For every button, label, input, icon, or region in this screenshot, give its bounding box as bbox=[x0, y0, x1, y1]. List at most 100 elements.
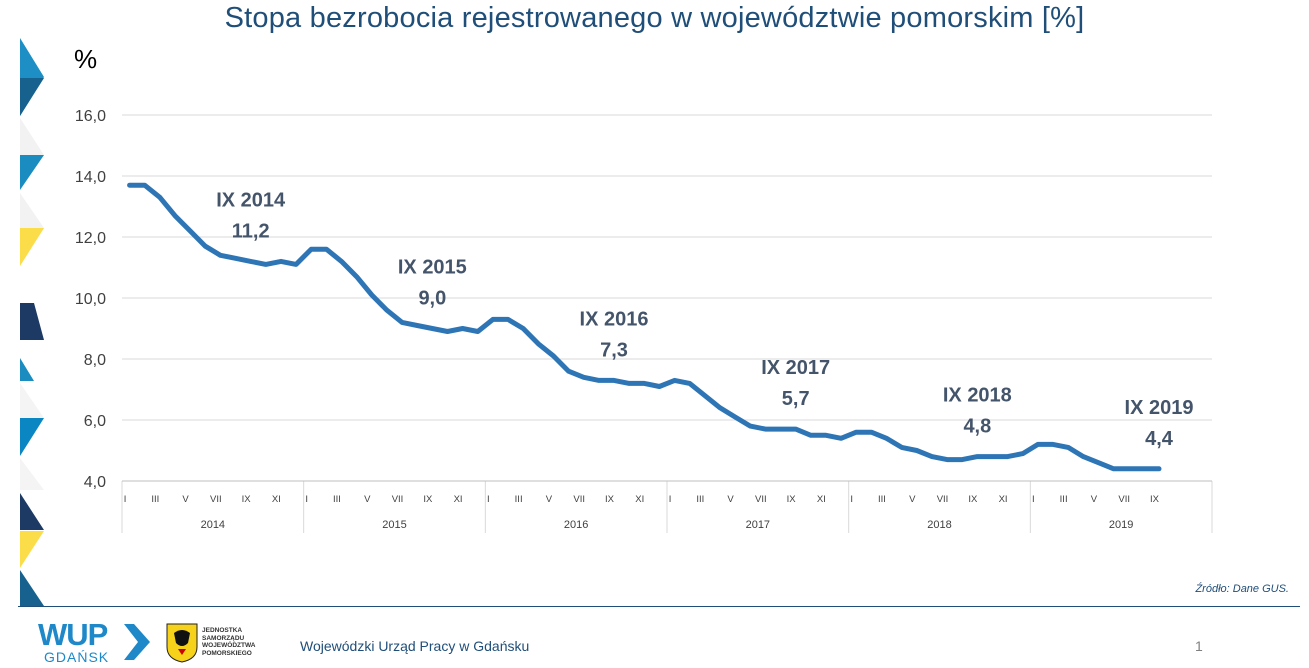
y-tick-label: 16,0 bbox=[75, 108, 106, 125]
pomorskie-crest-icon bbox=[166, 623, 198, 663]
crest-caption-line: JEDNOSTKA bbox=[202, 627, 243, 634]
annotations: IX 2014 11,2 IX 2015 9,0 IX 2016 7,3 IX 2017 5,… bbox=[216, 189, 1193, 449]
year-label: 2017 bbox=[746, 519, 770, 531]
year-label: 2014 bbox=[201, 519, 225, 531]
data-point bbox=[1111, 466, 1116, 471]
annotation-value: 7,3 bbox=[600, 339, 628, 361]
data-point bbox=[778, 427, 783, 432]
data-point bbox=[551, 353, 556, 358]
wup-logo-city: GDAŃSK bbox=[44, 649, 110, 665]
data-point bbox=[384, 308, 389, 313]
x-tick-label: I bbox=[487, 494, 490, 505]
x-tick-label: I bbox=[1032, 494, 1035, 505]
data-point bbox=[460, 326, 465, 331]
data-point bbox=[309, 247, 314, 252]
x-tick-label: V bbox=[546, 494, 553, 505]
unemployment-line-chart: 4,06,08,010,012,014,016,0 I III V VII IX XI20… bbox=[75, 108, 1213, 533]
x-tick-label: VII bbox=[1118, 494, 1130, 505]
data-point bbox=[596, 378, 601, 383]
data-point bbox=[490, 317, 495, 322]
y-axis-unit-label: % bbox=[74, 44, 98, 74]
data-point bbox=[1005, 454, 1010, 459]
annotation-period: IX 2019 bbox=[1125, 397, 1194, 419]
data-point bbox=[127, 183, 132, 188]
data-point bbox=[702, 393, 707, 398]
x-tick-label: V bbox=[1091, 494, 1098, 505]
annotation-period: IX 2017 bbox=[761, 357, 830, 379]
x-tick-label: VII bbox=[210, 494, 222, 505]
data-point bbox=[945, 457, 950, 462]
data-point bbox=[415, 323, 420, 328]
data-point bbox=[1081, 454, 1086, 459]
x-tick-label: IX bbox=[1150, 494, 1160, 505]
x-tick-label: III bbox=[515, 494, 523, 505]
data-point bbox=[1020, 451, 1025, 456]
data-point bbox=[733, 414, 738, 419]
crest-caption-line: WOJEWÓDZTWA bbox=[202, 642, 256, 649]
data-point bbox=[369, 292, 374, 297]
data-point bbox=[793, 427, 798, 432]
y-tick-label: 14,0 bbox=[75, 169, 106, 186]
y-tick-label: 12,0 bbox=[75, 230, 106, 247]
crest-caption-line: POMORSKIEGO bbox=[202, 649, 252, 657]
data-point bbox=[1141, 466, 1146, 471]
data-point bbox=[627, 381, 632, 386]
data-point bbox=[581, 375, 586, 380]
data-point bbox=[975, 454, 980, 459]
x-tick-label: IX bbox=[787, 494, 797, 505]
footer-organization: Wojewódzki Urząd Pracy w Gdańsku bbox=[300, 638, 530, 654]
data-point bbox=[157, 195, 162, 200]
x-tick-label: XI bbox=[454, 494, 463, 505]
data-point bbox=[263, 262, 268, 267]
x-tick-label: IX bbox=[605, 494, 615, 505]
wup-logo: WUP GDAŃSK bbox=[38, 619, 150, 665]
data-point bbox=[172, 213, 177, 218]
data-point bbox=[657, 384, 662, 389]
annotation-value: 4,8 bbox=[963, 416, 991, 438]
data-point bbox=[1126, 466, 1131, 471]
annotation-period: IX 2015 bbox=[398, 257, 467, 279]
x-tick-label: I bbox=[669, 494, 672, 505]
data-point bbox=[203, 244, 208, 249]
x-tick-label: III bbox=[878, 494, 886, 505]
gridlines bbox=[122, 114, 1212, 482]
x-tick-label: V bbox=[727, 494, 734, 505]
x-tick-label: I bbox=[850, 494, 853, 505]
x-tick-label: VII bbox=[392, 494, 404, 505]
data-point bbox=[1051, 442, 1056, 447]
x-tick-label: VII bbox=[937, 494, 949, 505]
data-point bbox=[899, 445, 904, 450]
year-label: 2019 bbox=[1109, 519, 1133, 531]
year-label: 2015 bbox=[382, 519, 406, 531]
data-point bbox=[354, 274, 359, 279]
wup-arrow-icon bbox=[124, 624, 150, 660]
data-point bbox=[672, 378, 677, 383]
data-point bbox=[960, 457, 965, 462]
data-point bbox=[294, 262, 299, 267]
data-point bbox=[430, 326, 435, 331]
annotation-period: IX 2018 bbox=[943, 385, 1012, 407]
data-point bbox=[823, 433, 828, 438]
x-tick-label: I bbox=[124, 494, 127, 505]
annotation-value: 4,4 bbox=[1145, 428, 1174, 450]
x-tick-label: V bbox=[909, 494, 916, 505]
data-point bbox=[566, 369, 571, 374]
annotation-value: 5,7 bbox=[782, 388, 810, 410]
data-point bbox=[642, 381, 647, 386]
x-tick-label: IX bbox=[423, 494, 433, 505]
data-point bbox=[914, 448, 919, 453]
y-tick-labels: 4,0 6,0 8,0 10,0 12,0 14,0 16,0 bbox=[75, 108, 106, 491]
data-point bbox=[188, 228, 193, 233]
year-label: 2016 bbox=[564, 519, 588, 531]
annotation-period: IX 2014 bbox=[216, 189, 286, 211]
data-point bbox=[536, 341, 541, 346]
data-point bbox=[248, 259, 253, 264]
series-line bbox=[127, 182, 1162, 472]
x-tick-label: XI bbox=[272, 494, 281, 505]
data-point bbox=[990, 454, 995, 459]
x-tick-label: III bbox=[333, 494, 341, 505]
x-tick-label: III bbox=[1060, 494, 1068, 505]
x-tick-label: IX bbox=[242, 494, 252, 505]
data-point bbox=[278, 259, 283, 264]
